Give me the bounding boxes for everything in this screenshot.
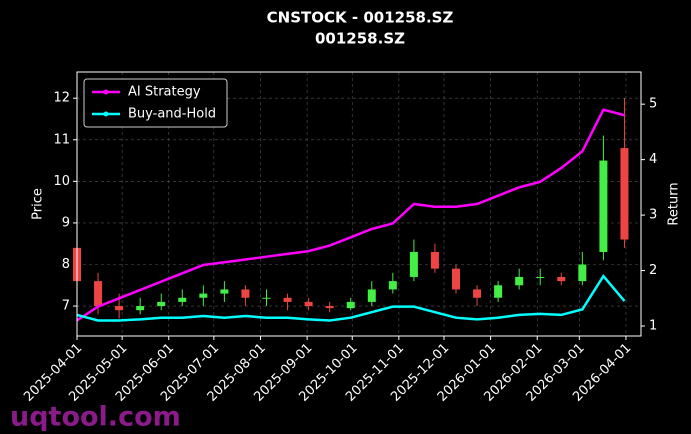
candle-body: [515, 276, 524, 286]
y2-tick-label: 5: [649, 97, 657, 112]
candle-body: [388, 281, 397, 290]
candle-body: [494, 285, 503, 298]
candle-body: [367, 289, 376, 302]
chart-title: CNSTOCK - 001258.SZ: [267, 9, 454, 27]
chart-subtitle: 001258.SZ: [315, 30, 405, 48]
candle-body: [452, 268, 461, 290]
candle-body: [409, 252, 418, 277]
y-tick-label: 7: [62, 299, 70, 314]
series-line: [76, 108, 625, 322]
watermark: uqtool.com: [10, 402, 181, 433]
candle-body: [430, 252, 439, 269]
candle-body: [199, 293, 208, 298]
candle-body: [94, 281, 103, 307]
plot-frame: [76, 71, 642, 337]
y2-tick-label: 1: [649, 319, 657, 334]
series-line: [76, 273, 626, 322]
candle-body: [262, 297, 271, 299]
candle-body: [220, 289, 229, 294]
legend-label: Buy-and-Hold: [128, 107, 216, 122]
candle-body: [599, 160, 608, 253]
candle-body: [178, 297, 187, 302]
y-axis-label: Price: [31, 188, 46, 220]
y-tick-label: 11: [53, 132, 70, 147]
y-tick-label: 9: [62, 215, 70, 230]
y2-tick-label: 4: [649, 152, 657, 167]
y-tick-label: 12: [53, 91, 70, 106]
candle-body: [536, 276, 545, 278]
y2-tick-label: 2: [649, 263, 657, 278]
candle-body: [283, 297, 292, 302]
candle-body: [578, 264, 587, 282]
y-tick-label: 10: [53, 174, 70, 189]
candle-body: [115, 306, 124, 311]
legend-marker: [103, 111, 109, 117]
candle-body: [346, 301, 355, 309]
y2-axis-label: Return: [667, 182, 682, 225]
candle-body: [136, 306, 145, 311]
candle-body: [473, 289, 482, 298]
candle-body: [304, 301, 313, 307]
y2-tick-label: 3: [649, 208, 657, 223]
legend-label: AI Strategy: [128, 85, 201, 100]
candle-body: [157, 301, 166, 307]
y-tick-label: 8: [62, 257, 70, 272]
candle-body: [241, 289, 250, 298]
candle-body: [557, 276, 566, 282]
legend-marker: [103, 89, 109, 95]
candle-body: [325, 306, 334, 309]
candle-body: [620, 148, 629, 240]
